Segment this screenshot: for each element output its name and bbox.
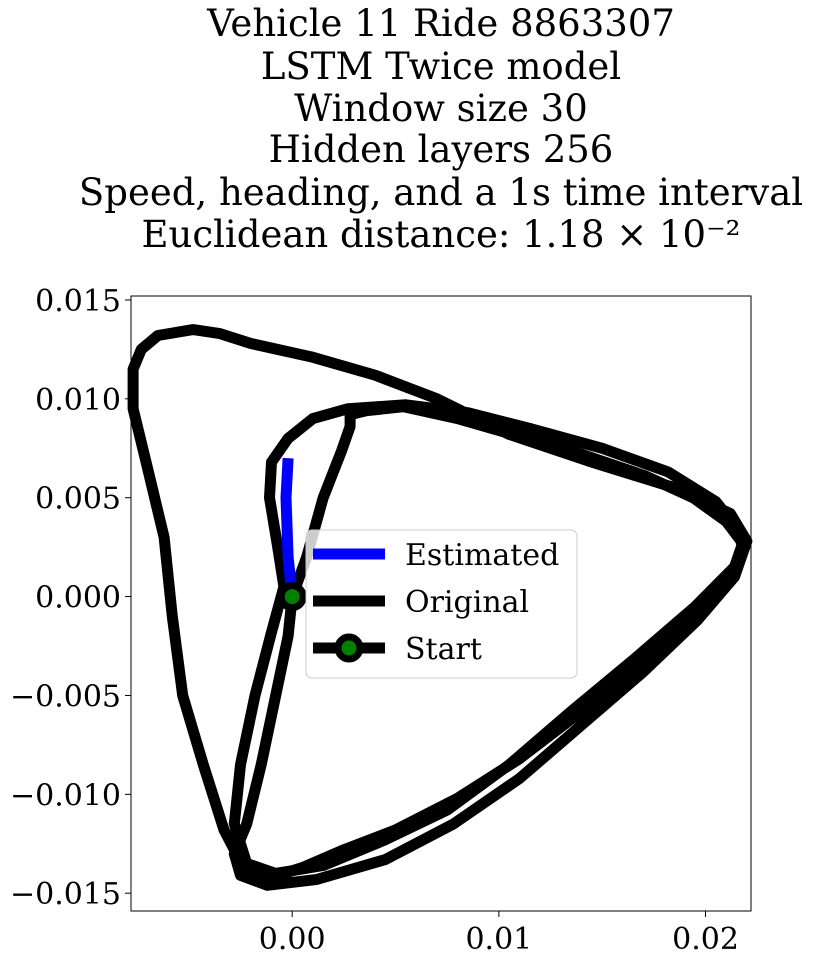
series-line-estimated bbox=[280, 457, 298, 598]
y-tick-label: 0.010 bbox=[35, 383, 121, 418]
start-marker bbox=[277, 582, 307, 612]
y-tick-label: 0.000 bbox=[35, 581, 121, 616]
title-line-1: Vehicle 11 Ride 8863307 bbox=[206, 2, 675, 45]
legend: Estimated Original Start bbox=[305, 529, 578, 679]
series-line-original bbox=[127, 324, 753, 891]
title-line-5: Speed, heading, and a 1s time interval bbox=[79, 171, 803, 214]
title-line-3: Window size 30 bbox=[294, 87, 588, 130]
x-tick-label: 0.02 bbox=[672, 922, 739, 957]
legend-box bbox=[305, 529, 578, 679]
y-tick-label: −0.005 bbox=[10, 679, 121, 714]
legend-swatch-start-marker bbox=[334, 633, 364, 663]
ticks-layer: 0.00 0.01 0.02 −0.015 −0.010 −0.005 0.000 0.005… bbox=[10, 284, 739, 957]
legend-label-original: Original bbox=[405, 585, 529, 620]
x-tick-label: 0.01 bbox=[465, 922, 532, 957]
plot-area: 0.00 0.01 0.02 −0.015 −0.010 −0.005 0.000 0.005… bbox=[10, 284, 753, 957]
title-line-4: Hidden layers 256 bbox=[269, 128, 614, 171]
legend-label-start: Start bbox=[405, 632, 482, 667]
legend-label-estimated: Estimated bbox=[405, 538, 559, 573]
series-layer bbox=[127, 324, 753, 891]
y-tick-label: 0.005 bbox=[35, 482, 121, 517]
y-tick-label: 0.015 bbox=[35, 284, 121, 319]
title-line-6: Euclidean distance: 1.18 × 10⁻² bbox=[142, 213, 741, 256]
y-tick-label: −0.010 bbox=[10, 778, 121, 813]
chart-title: Vehicle 11 Ride 8863307 LSTM Twice model… bbox=[79, 2, 803, 256]
title-line-2: LSTM Twice model bbox=[261, 45, 621, 88]
y-tick-label: −0.015 bbox=[10, 877, 121, 912]
x-tick-label: 0.00 bbox=[259, 922, 326, 957]
